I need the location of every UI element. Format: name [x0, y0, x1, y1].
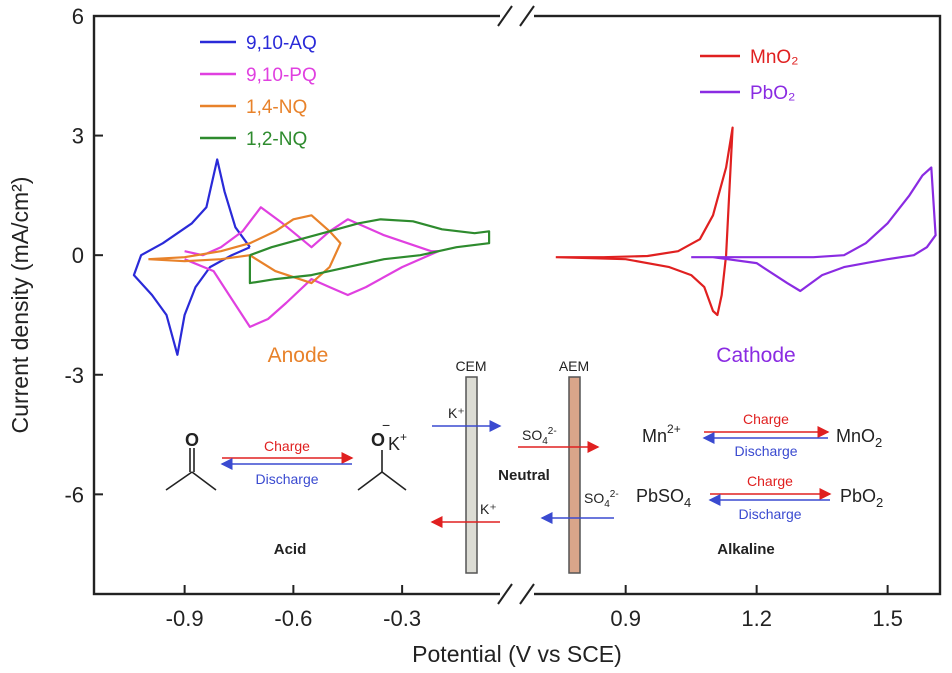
alkoxide-oxygen: O — [371, 430, 385, 450]
axis-break-mark — [497, 5, 513, 27]
alkoxide-minus: − — [382, 417, 390, 433]
legend-entry: 9,10-AQ — [246, 33, 317, 54]
ketone-oxygen: O — [185, 430, 199, 450]
alkoxide-structure — [357, 450, 407, 491]
mn-charge-label: Charge — [743, 411, 789, 427]
axis-break-mark — [519, 583, 535, 605]
pbso4-reactant: PbSO4 — [636, 486, 691, 510]
cem-membrane — [465, 376, 478, 574]
cem-label: CEM — [455, 358, 486, 374]
aem-label: AEM — [559, 358, 589, 374]
x-tick-label: -0.6 — [274, 606, 312, 631]
y-tick-label: -6 — [64, 482, 84, 507]
series-line-pbo- — [691, 166, 937, 293]
aem-membrane — [568, 376, 581, 574]
legend-entry: MnO₂ — [750, 47, 799, 68]
y-tick-label: 6 — [72, 4, 84, 29]
series-line-9-10-pq — [184, 206, 440, 328]
pb-discharge-label: Discharge — [738, 506, 801, 522]
mno2-product: MnO2 — [836, 426, 882, 450]
legend-entry: PbO₂ — [750, 83, 795, 104]
ketone-structure — [165, 448, 217, 491]
alkaline-label: Alkaline — [717, 541, 775, 558]
series-line-9-10-aq — [132, 158, 251, 356]
series-line-1-4-nq — [148, 214, 342, 285]
series-line-mno- — [555, 126, 734, 317]
k-ion-label-bottom: K⁺ — [480, 501, 497, 517]
mn2-ion: Mn2+ — [642, 422, 681, 446]
so4-label-top: SO42- — [522, 426, 557, 447]
plot-frame — [92, 14, 942, 596]
x-tick-label: 1.5 — [872, 606, 903, 631]
legend-entry: 9,10-PQ — [246, 65, 317, 86]
anode-label: Anode — [268, 344, 329, 367]
legend-entry: 1,2-NQ — [246, 129, 307, 150]
y-tick-label: -3 — [64, 363, 84, 388]
x-tick-label: -0.3 — [383, 606, 421, 631]
y-axis-title: Current density (mA/cm²) — [7, 177, 33, 434]
neutral-label: Neutral — [498, 467, 550, 484]
acid-label: Acid — [274, 541, 307, 558]
so4-label-bottom: SO42- — [584, 489, 619, 510]
series-line-1-2-nq — [248, 218, 491, 285]
y-tick-label: 0 — [72, 243, 84, 268]
acid-discharge-label: Discharge — [255, 471, 318, 487]
cathode-label: Cathode — [716, 344, 795, 367]
acid-charge-label: Charge — [264, 438, 310, 454]
x-axis-title: Potential (V vs SCE) — [412, 641, 622, 667]
potassium-ion: K+ — [388, 430, 407, 454]
pbo2-product: PbO2 — [840, 486, 883, 510]
axis-break-mark — [497, 583, 513, 605]
k-ion-label-top: K⁺ — [448, 405, 465, 421]
mn-discharge-label: Discharge — [734, 443, 797, 459]
x-tick-label: -0.9 — [166, 606, 204, 631]
axis-break-mark — [519, 5, 535, 27]
pb-charge-label: Charge — [747, 473, 793, 489]
legend-entry: 1,4-NQ — [246, 97, 307, 118]
x-tick-label: 1.2 — [741, 606, 772, 631]
x-tick-label: 0.9 — [610, 606, 641, 631]
y-tick-label: 3 — [72, 124, 84, 149]
